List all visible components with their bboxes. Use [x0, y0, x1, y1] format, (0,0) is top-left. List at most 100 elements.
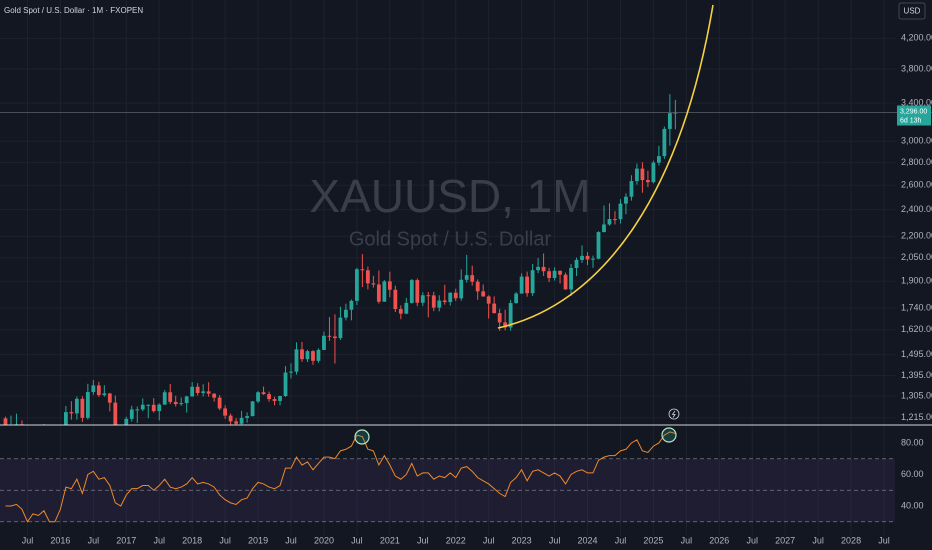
candle-body — [140, 404, 145, 410]
candle-body — [624, 196, 628, 204]
x-tick-label: Jul — [746, 535, 758, 545]
candle-body — [217, 397, 222, 409]
event-bolt — [671, 410, 676, 418]
candle-body — [223, 408, 228, 416]
y-tick-label: 1,740.00 — [901, 302, 932, 312]
candle-body — [426, 295, 431, 297]
candle-body — [503, 322, 508, 328]
y-tick-label: 2,050.00 — [901, 252, 932, 262]
currency-label: USD — [904, 7, 921, 16]
candle-body — [382, 281, 387, 302]
candle-body — [514, 293, 519, 304]
y-tick-label: 60.00 — [901, 469, 924, 479]
candle-body — [497, 313, 502, 323]
candle-body — [404, 302, 409, 314]
candle-body — [596, 232, 601, 259]
candle-body — [311, 351, 315, 361]
candle-body — [102, 393, 107, 396]
candle-body — [580, 255, 584, 260]
candle-body — [91, 385, 96, 393]
x-tick-label: 2019 — [248, 535, 268, 545]
candle-body — [96, 385, 101, 396]
candle-body — [481, 291, 486, 297]
candle-body — [267, 394, 271, 400]
x-tick-label: 2028 — [841, 535, 861, 545]
y-tick-label: 2,200.00 — [901, 231, 932, 241]
candle-body — [184, 396, 189, 404]
candle-body — [107, 393, 112, 403]
candle-body — [250, 401, 255, 417]
candle-body — [662, 128, 667, 157]
y-tick-label: 3,000.00 — [901, 136, 932, 146]
y-tick-label: 1,900.00 — [901, 275, 932, 285]
candle-body — [563, 274, 568, 290]
x-tick-label: 2017 — [116, 535, 136, 545]
last-price-label: 3,296.00 — [900, 108, 927, 115]
x-tick-label: 2018 — [182, 535, 202, 545]
candle-body — [74, 398, 79, 414]
x-tick-label: Jul — [22, 535, 34, 545]
candle-body — [261, 392, 266, 395]
candle-body — [190, 386, 195, 397]
candle-body — [3, 418, 8, 425]
candle-body — [300, 349, 304, 360]
candle-body — [365, 270, 370, 284]
y-tick-label: 1,620.00 — [901, 324, 932, 334]
candle-body — [179, 403, 184, 405]
chart-title: Gold Spot / U.S. Dollar · 1M · FXOPEN — [4, 6, 143, 15]
x-tick-label: Jul — [812, 535, 824, 545]
candle-body — [541, 266, 546, 272]
x-tick-label: Jul — [88, 535, 100, 545]
candle-body — [613, 219, 617, 221]
candle-body — [552, 270, 557, 279]
candle-body — [63, 412, 68, 425]
event-icon[interactable] — [668, 408, 680, 420]
candle-body — [437, 300, 442, 308]
watermark: XAUUSD, 1M — [309, 170, 590, 222]
y-tick-label: 1,495.00 — [901, 349, 932, 359]
candle-body — [239, 417, 244, 424]
indicator-pane — [0, 431, 895, 523]
candle-body — [162, 392, 167, 405]
candle-body — [591, 258, 595, 260]
candle-body — [322, 335, 326, 350]
candle-body — [283, 372, 288, 397]
candle-body — [294, 349, 299, 372]
candle-body — [470, 275, 475, 282]
candle-body — [146, 404, 151, 406]
candle-body — [387, 281, 392, 290]
y-tick-label: 4,200.00 — [901, 33, 932, 43]
x-tick-label: Jul — [285, 535, 297, 545]
candle-body — [585, 255, 590, 260]
candle-body — [69, 412, 74, 414]
candle-body — [492, 303, 497, 314]
candle-body — [607, 219, 612, 225]
candle-body — [420, 295, 425, 303]
candle-body — [316, 349, 321, 361]
candle-body — [486, 296, 491, 304]
candle-body — [272, 399, 277, 401]
candle-body — [371, 283, 376, 285]
candle-body — [547, 271, 551, 279]
x-tick-label: Jul — [615, 535, 627, 545]
last-price-box — [897, 105, 931, 126]
candle-body — [124, 418, 129, 425]
currency-button[interactable] — [898, 2, 926, 20]
candle-body — [415, 280, 420, 303]
candle-body — [349, 300, 354, 310]
indicator-line — [5, 431, 676, 523]
candle-body — [333, 336, 337, 339]
candle-body — [206, 391, 211, 394]
candle-body — [80, 398, 85, 418]
x-tick-label: Jul — [878, 535, 890, 545]
watermark-subtitle: Gold Spot / U.S. Dollar — [349, 228, 552, 250]
y-tick-label: 3,800.00 — [901, 63, 932, 73]
x-tick-label: Jul — [681, 535, 693, 545]
candle-body — [195, 386, 200, 393]
y-tick-label: 2,400.00 — [901, 204, 932, 214]
candle-body — [640, 168, 645, 181]
candle-body — [129, 409, 134, 419]
candle-body — [558, 270, 562, 275]
candle-body — [536, 266, 540, 271]
